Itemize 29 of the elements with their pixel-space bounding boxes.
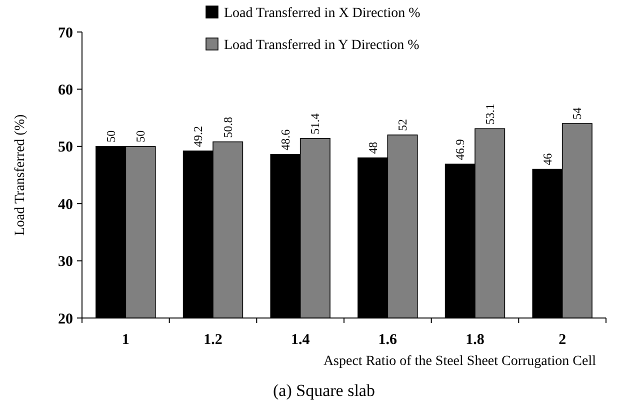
data-label: 46.9 bbox=[453, 139, 468, 160]
data-label: 52 bbox=[396, 118, 410, 131]
data-label: 50 bbox=[134, 130, 148, 142]
legend-label: Load Transferred in X Direction % bbox=[224, 6, 421, 21]
x-axis-title: Aspect Ratio of the Steel Sheet Corrugation Cell bbox=[323, 354, 596, 369]
legend-label: Load Transferred in Y Direction % bbox=[224, 38, 420, 53]
y-tick-label: 70 bbox=[58, 25, 73, 42]
x-tick-label: 1 bbox=[122, 332, 130, 348]
y-tick-label: 20 bbox=[58, 311, 73, 328]
x-tick-label: 1.6 bbox=[378, 332, 398, 348]
x-tick-label: 2 bbox=[558, 332, 566, 348]
data-label: 46 bbox=[540, 153, 554, 166]
y-tick-label: 60 bbox=[58, 82, 73, 98]
data-label: 48.6 bbox=[278, 129, 292, 150]
x-tick-label: 1.4 bbox=[290, 332, 310, 348]
y-tick-label: 30 bbox=[58, 254, 73, 270]
data-label: 51.4 bbox=[308, 113, 322, 134]
y-tick-label: 50 bbox=[58, 140, 73, 156]
data-label: 50 bbox=[104, 130, 118, 142]
y-axis-title: Load Transferred (%) bbox=[13, 114, 28, 236]
data-label: 48 bbox=[366, 142, 380, 154]
x-tick-label: 1.2 bbox=[204, 332, 222, 348]
data-label: 50.8 bbox=[220, 116, 235, 138]
x-tick-label: 1.8 bbox=[466, 332, 484, 348]
data-label: 49.2 bbox=[191, 126, 206, 147]
data-label: 53.1 bbox=[482, 104, 497, 125]
data-label: 54 bbox=[570, 108, 584, 120]
text: (a) Square slab bbox=[273, 381, 375, 400]
y-tick-label: 40 bbox=[58, 196, 73, 213]
